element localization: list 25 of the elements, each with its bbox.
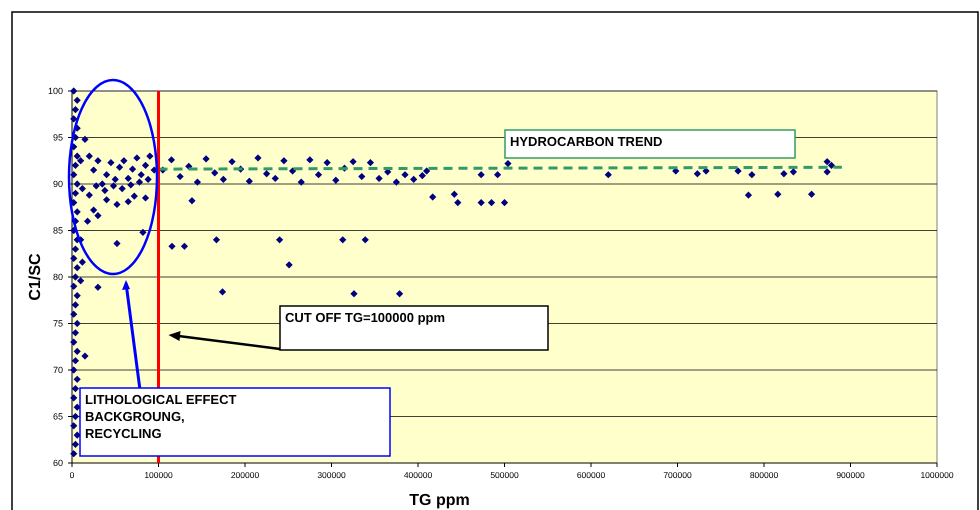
x-tick-label: 900000 bbox=[836, 470, 865, 480]
y-tick-label: 85 bbox=[52, 226, 63, 236]
x-tick-label: 100000 bbox=[144, 470, 173, 480]
x-tick-label: 300000 bbox=[317, 470, 346, 480]
y-tick-label: 100 bbox=[48, 86, 63, 96]
x-tick-label: 700000 bbox=[663, 470, 692, 480]
y-tick-label: 60 bbox=[52, 458, 63, 468]
y-tick-label: 80 bbox=[52, 272, 63, 282]
x-axis-title: TG ppm bbox=[409, 492, 470, 509]
x-tick-label: 500000 bbox=[490, 470, 519, 480]
y-tick-label: 70 bbox=[52, 365, 63, 375]
x-tick-label: 600000 bbox=[576, 470, 606, 480]
x-tick-label: 800000 bbox=[750, 470, 778, 480]
x-tick-label: 200000 bbox=[230, 470, 260, 480]
y-tick-label: 95 bbox=[52, 132, 63, 142]
y-tick-label: 75 bbox=[52, 318, 63, 328]
y-tick-label: 65 bbox=[52, 412, 63, 422]
annotation: HYDROCARBON TREND bbox=[510, 134, 662, 149]
y-tick-label: 90 bbox=[52, 179, 63, 189]
x-tick-label: 400000 bbox=[404, 470, 432, 480]
annotation: LITHOLOGICAL EFFECT BACKGROUNG, RECYCLING bbox=[85, 392, 236, 441]
annotation: CUT OFF TG=100000 ppm bbox=[285, 310, 446, 325]
x-tick-label: 0 bbox=[70, 470, 75, 480]
y-axis-title: C1/SC bbox=[27, 252, 44, 301]
x-tick-label: 1000000 bbox=[920, 470, 954, 480]
